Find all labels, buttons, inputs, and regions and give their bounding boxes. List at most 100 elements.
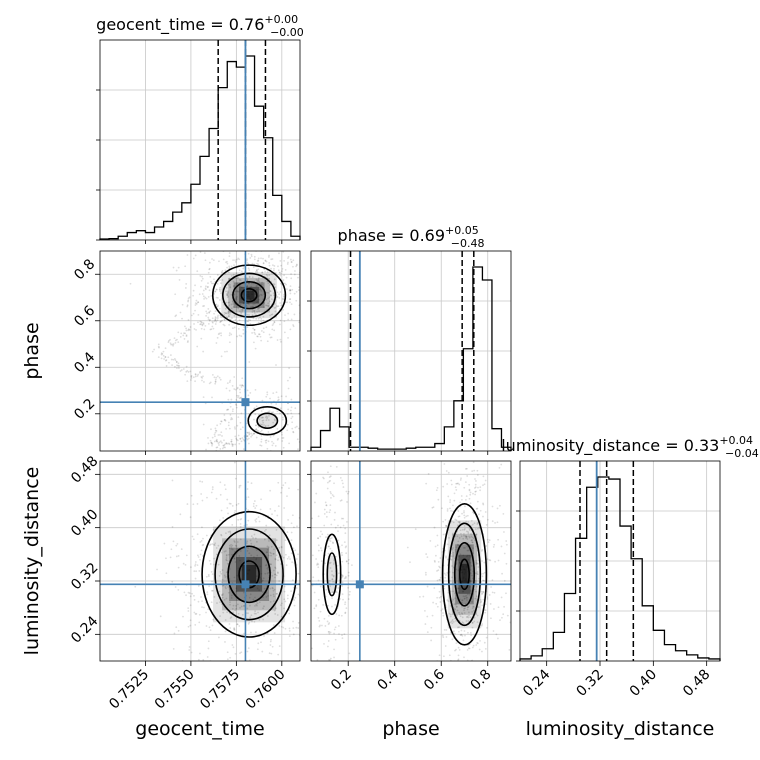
sample-point — [235, 504, 238, 506]
sample-point — [207, 308, 210, 310]
sample-point — [208, 261, 211, 264]
sample-point — [427, 472, 430, 475]
title-err-minus: −0.00 — [270, 26, 304, 39]
sample-point — [445, 556, 447, 559]
sample-point — [285, 395, 287, 398]
sample-point — [448, 536, 450, 539]
sample-point — [215, 317, 217, 319]
sample-point — [273, 595, 275, 598]
sample-point — [482, 579, 484, 582]
sample-point — [288, 629, 291, 632]
sample-point — [286, 288, 288, 291]
sample-point — [262, 306, 265, 308]
sample-point — [462, 537, 465, 540]
sample-point — [231, 410, 234, 413]
sample-point — [302, 525, 304, 527]
sample-point — [264, 259, 267, 262]
sample-point — [473, 522, 476, 525]
sample-point — [164, 355, 167, 358]
sample-point — [249, 322, 252, 325]
sample-point — [344, 601, 347, 604]
sample-point — [277, 437, 280, 440]
sample-point — [170, 358, 173, 361]
sample-point — [495, 674, 497, 676]
sample-point — [212, 618, 215, 621]
sample-point — [341, 554, 344, 556]
sample-point — [461, 498, 463, 501]
sample-point — [351, 564, 353, 567]
sample-point — [186, 254, 189, 256]
sample-point — [247, 481, 249, 483]
sample-point — [265, 591, 268, 594]
sample-point — [222, 258, 225, 261]
sample-point — [165, 557, 167, 560]
sample-point — [265, 441, 267, 444]
sample-point — [458, 626, 461, 629]
sample-point — [468, 497, 471, 500]
sample-point — [342, 559, 344, 561]
sample-point — [472, 537, 475, 540]
sample-point — [251, 620, 253, 623]
sample-point — [279, 291, 282, 293]
sample-point — [246, 650, 249, 653]
sample-point — [214, 435, 216, 438]
sample-point — [316, 563, 318, 566]
sample-point — [455, 648, 457, 651]
sample-point — [461, 599, 464, 602]
sample-point — [344, 546, 347, 549]
sample-point — [235, 437, 238, 440]
sample-point — [277, 305, 280, 308]
sample-point — [320, 560, 323, 562]
sample-point — [252, 305, 255, 308]
title-median: 0.76 — [229, 15, 265, 34]
sample-point — [193, 598, 196, 601]
sample-point — [465, 467, 468, 470]
sample-point — [187, 340, 189, 342]
sample-point — [297, 593, 300, 596]
sample-point — [482, 696, 484, 698]
sample-point — [242, 328, 245, 331]
sample-point — [297, 707, 299, 709]
sample-point — [235, 298, 238, 301]
sample-point — [322, 607, 324, 609]
sample-point — [316, 291, 318, 293]
sample-point — [279, 323, 281, 326]
sample-point — [220, 334, 223, 337]
sample-point — [278, 625, 281, 627]
sample-point — [269, 508, 272, 510]
sample-point — [474, 487, 476, 489]
sample-point — [470, 533, 472, 535]
sample-point — [456, 609, 459, 612]
sample-point — [275, 554, 278, 557]
sample-point — [197, 313, 200, 316]
sample-point — [290, 412, 293, 415]
sample-point — [177, 555, 180, 557]
sample-point — [447, 495, 450, 498]
y-axis-label-phase: phase — [21, 322, 43, 379]
sample-point — [312, 544, 314, 546]
sample-point — [257, 278, 260, 281]
sample-point — [266, 304, 269, 307]
sample-point — [191, 592, 193, 595]
sample-point — [177, 629, 180, 632]
sample-point — [236, 258, 238, 261]
sample-point — [474, 486, 477, 489]
sample-point — [262, 618, 265, 621]
sample-point — [255, 517, 258, 520]
sample-point — [190, 494, 193, 497]
sample-point — [452, 598, 455, 601]
sample-point — [308, 256, 310, 258]
sample-point — [472, 511, 474, 514]
sample-point — [468, 536, 471, 539]
sample-point — [222, 444, 225, 447]
sample-point — [461, 590, 464, 593]
sample-point — [232, 604, 235, 607]
sample-point — [240, 386, 243, 388]
sample-point — [317, 617, 320, 619]
sample-point — [162, 354, 165, 357]
sample-point — [200, 279, 203, 282]
sample-point — [481, 604, 484, 607]
panel-frame — [310, 460, 512, 662]
sample-point — [327, 604, 329, 607]
panel-frame — [99, 250, 301, 452]
